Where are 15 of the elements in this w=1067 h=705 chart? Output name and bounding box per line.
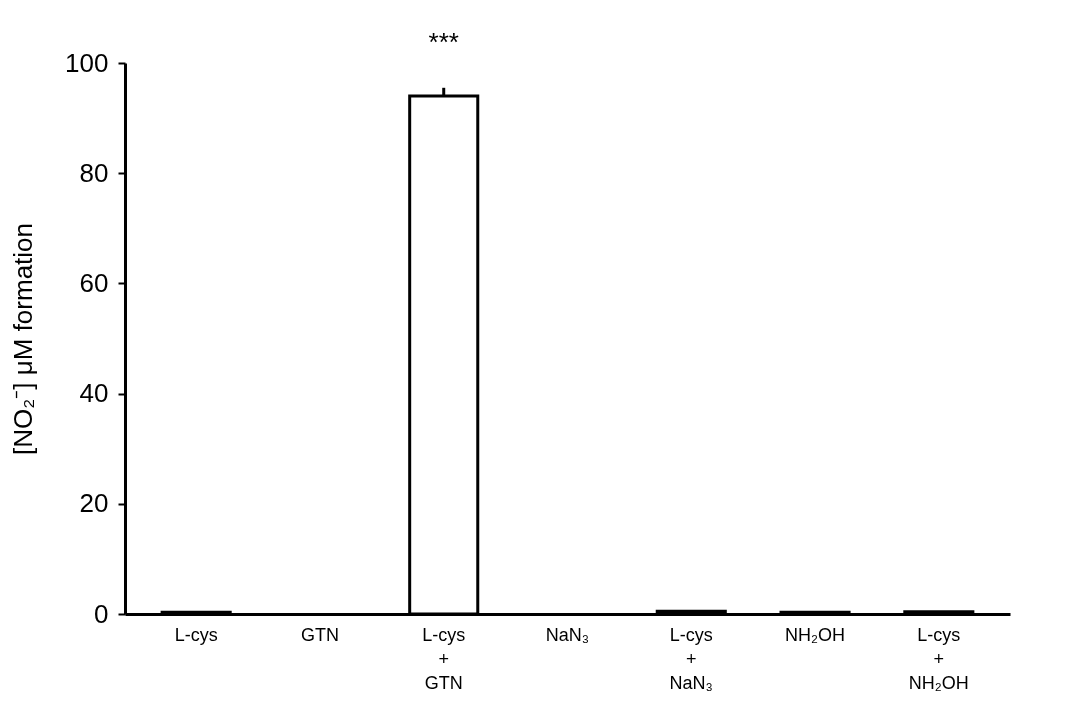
x-tick-label: L-cys + GTN <box>422 624 466 693</box>
x-tick-label: L-cys + NaN₃ <box>669 624 713 693</box>
y-tick-label: 60 <box>79 267 109 298</box>
y-tick-label: 0 <box>94 598 109 629</box>
x-tick-label: NaN₃ <box>545 624 590 645</box>
y-tick-label: 80 <box>79 157 109 188</box>
y-tick-label: 20 <box>79 488 109 519</box>
y-tick-label: 100 <box>65 47 109 78</box>
x-tick-label: L-cys + NH₂OH <box>908 624 969 693</box>
x-tick-label: L-cys <box>174 624 218 645</box>
x-tick-label: NH₂OH <box>785 624 846 645</box>
y-axis-title: [NO₂⁻] μM formation <box>8 222 39 456</box>
annotation: *** <box>428 27 459 58</box>
x-tick-label: GTN <box>300 624 339 645</box>
y-tick-label: 40 <box>79 378 109 409</box>
